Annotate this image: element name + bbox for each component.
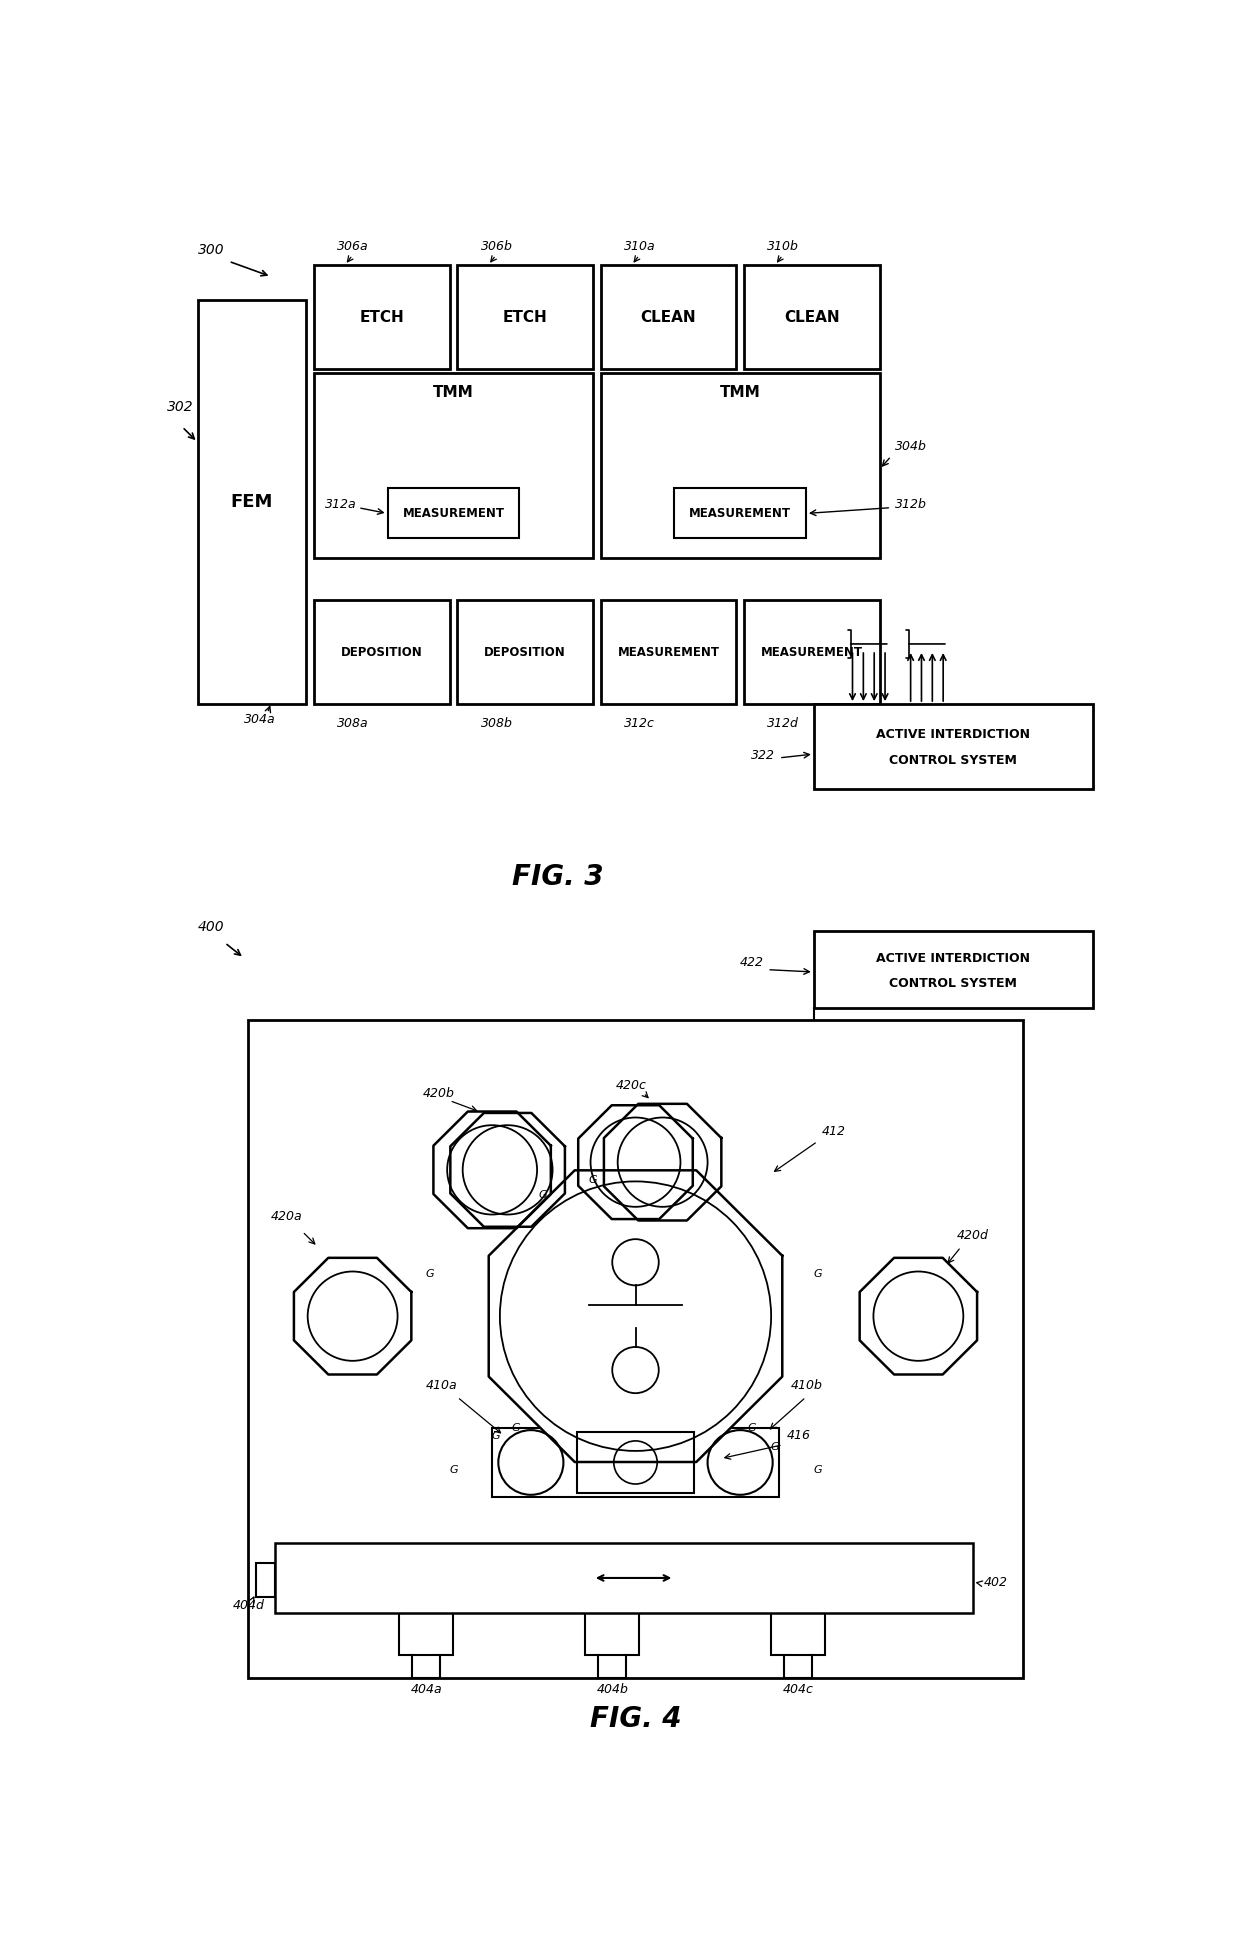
Text: FIG. 4: FIG. 4 [590, 1704, 681, 1734]
Text: G: G [511, 1422, 520, 1432]
Polygon shape [294, 1258, 412, 1375]
Bar [387, 488, 520, 539]
Text: 312a: 312a [325, 498, 357, 511]
Text: 312d: 312d [768, 717, 799, 731]
Text: 412: 412 [821, 1124, 846, 1138]
Text: G: G [589, 1175, 598, 1185]
Bar [813, 703, 1092, 789]
Text: ACTIVE INTERDICTION: ACTIVE INTERDICTION [877, 729, 1030, 741]
Text: ETCH: ETCH [360, 310, 404, 325]
Bar [197, 300, 306, 703]
Text: MEASUREMENT: MEASUREMENT [689, 507, 791, 519]
Bar [255, 1563, 275, 1597]
Text: 420b: 420b [423, 1087, 454, 1099]
Bar [600, 599, 737, 703]
Polygon shape [859, 1258, 977, 1375]
Text: TMM: TMM [433, 384, 474, 400]
Text: 420c: 420c [616, 1079, 647, 1091]
Bar [600, 372, 879, 558]
Polygon shape [604, 1103, 722, 1220]
Bar [458, 599, 593, 703]
Bar [600, 264, 737, 368]
Text: 306a: 306a [337, 239, 368, 253]
Bar [314, 599, 449, 703]
Text: G: G [771, 1442, 779, 1452]
Text: CONTROL SYSTEM: CONTROL SYSTEM [889, 978, 1017, 989]
Bar [458, 264, 593, 368]
Text: G: G [449, 1465, 458, 1475]
Polygon shape [434, 1111, 551, 1228]
Text: 416: 416 [786, 1430, 811, 1442]
Text: 404a: 404a [410, 1683, 443, 1696]
Bar [585, 1612, 640, 1655]
Bar [248, 1021, 1023, 1679]
Bar [492, 1428, 779, 1497]
Text: 300: 300 [197, 243, 224, 257]
Text: G: G [813, 1269, 822, 1279]
Text: 322: 322 [751, 750, 775, 762]
Bar [314, 372, 593, 558]
Text: 302: 302 [166, 400, 193, 415]
Text: DEPOSITION: DEPOSITION [484, 646, 565, 658]
Text: MEASUREMENT: MEASUREMENT [618, 646, 719, 658]
Text: 420d: 420d [957, 1228, 990, 1242]
Text: 404d: 404d [233, 1599, 264, 1612]
Text: 420a: 420a [272, 1211, 303, 1222]
Bar [744, 599, 879, 703]
Text: TMM: TMM [719, 384, 760, 400]
Bar [578, 1432, 693, 1493]
Text: G: G [538, 1191, 547, 1201]
Text: CONTROL SYSTEM: CONTROL SYSTEM [889, 754, 1017, 766]
Bar [744, 264, 879, 368]
Text: MEASUREMENT: MEASUREMENT [402, 507, 505, 519]
Text: 400: 400 [197, 921, 224, 934]
Text: MEASUREMENT: MEASUREMENT [761, 646, 863, 658]
Text: FIG. 3: FIG. 3 [512, 864, 604, 891]
Text: FEM: FEM [231, 494, 273, 511]
Text: 310b: 310b [768, 239, 799, 253]
Text: 304b: 304b [895, 441, 928, 453]
Text: 308b: 308b [481, 717, 512, 731]
Bar [771, 1612, 826, 1655]
Text: 410b: 410b [791, 1379, 822, 1393]
Text: CLEAN: CLEAN [784, 310, 839, 325]
Polygon shape [578, 1105, 693, 1218]
Text: 312c: 312c [624, 717, 655, 731]
Text: G: G [748, 1422, 756, 1432]
Text: 422: 422 [739, 956, 764, 970]
Text: G: G [492, 1430, 500, 1440]
Text: ETCH: ETCH [502, 310, 547, 325]
Text: 410a: 410a [427, 1379, 458, 1393]
Text: CLEAN: CLEAN [641, 310, 696, 325]
Bar [813, 931, 1092, 1009]
Text: 308a: 308a [337, 717, 368, 731]
Polygon shape [450, 1113, 565, 1226]
Bar [275, 1544, 972, 1612]
Text: 402: 402 [985, 1575, 1008, 1589]
Text: 310a: 310a [624, 239, 656, 253]
Text: G: G [425, 1269, 434, 1279]
Bar [314, 264, 449, 368]
Text: G: G [813, 1465, 822, 1475]
Text: 404c: 404c [782, 1683, 813, 1696]
Text: 312b: 312b [895, 498, 928, 511]
Polygon shape [489, 1170, 782, 1461]
Text: ACTIVE INTERDICTION: ACTIVE INTERDICTION [877, 952, 1030, 966]
Text: DEPOSITION: DEPOSITION [341, 646, 423, 658]
Bar [399, 1612, 454, 1655]
Text: 306b: 306b [481, 239, 512, 253]
Bar [675, 488, 806, 539]
Text: 404b: 404b [596, 1683, 629, 1696]
Text: 304a: 304a [244, 713, 275, 727]
